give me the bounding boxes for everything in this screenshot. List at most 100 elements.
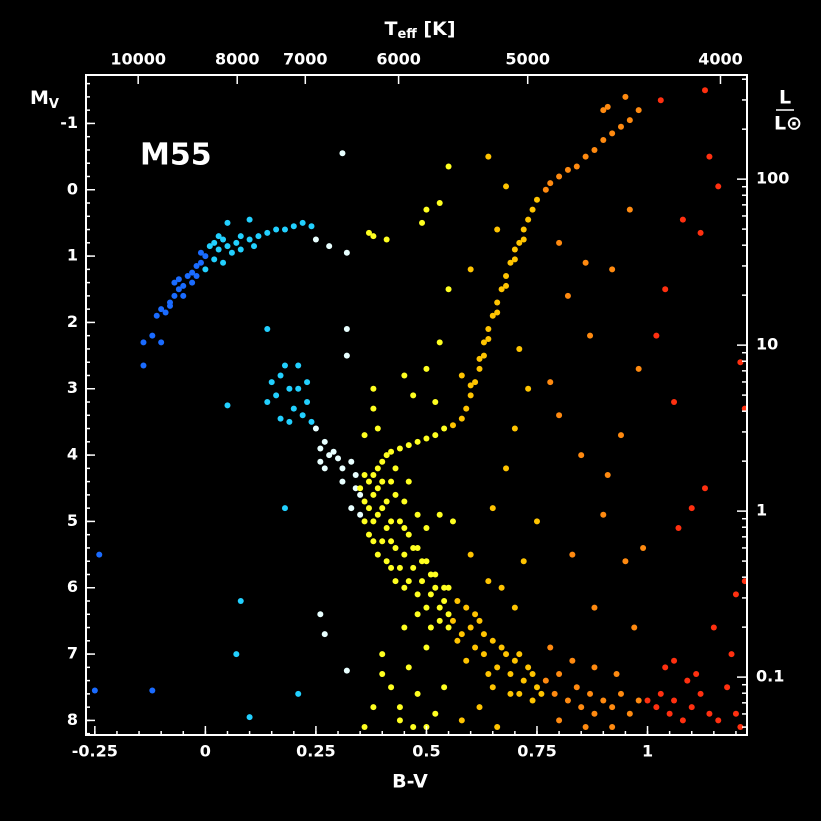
y-tick-label: 3 xyxy=(67,378,78,397)
star-point xyxy=(445,163,452,170)
star-point xyxy=(308,223,315,230)
star-point xyxy=(626,117,633,124)
y2-tick-label: 100 xyxy=(756,169,789,188)
star-point xyxy=(357,491,364,498)
star-point xyxy=(485,336,492,342)
star-point xyxy=(357,511,364,518)
star-point xyxy=(401,584,408,591)
star-point xyxy=(564,166,571,173)
star-point xyxy=(516,239,523,246)
star-point xyxy=(542,677,549,684)
star-point xyxy=(569,657,576,664)
star-point xyxy=(237,233,244,240)
star-point xyxy=(321,631,328,638)
star-point xyxy=(445,624,452,631)
y-tick-label: 8 xyxy=(67,710,78,729)
star-point xyxy=(436,200,443,207)
star-point xyxy=(732,591,739,598)
star-point xyxy=(277,415,284,422)
star-point xyxy=(538,690,545,697)
star-point xyxy=(613,670,620,677)
star-point xyxy=(472,379,479,386)
star-point xyxy=(158,306,165,313)
x2-label-main: T xyxy=(384,18,397,40)
star-point xyxy=(348,505,355,512)
star-point xyxy=(529,697,536,704)
y-tick-label: 6 xyxy=(67,577,78,596)
star-point xyxy=(423,558,430,565)
star-point xyxy=(396,717,403,724)
star-point xyxy=(339,150,346,157)
star-point xyxy=(494,299,501,306)
star-point xyxy=(423,206,430,213)
star-point xyxy=(547,644,554,651)
star-point xyxy=(281,362,288,369)
star-point xyxy=(290,405,297,412)
star-point xyxy=(206,243,213,250)
star-point xyxy=(246,216,253,223)
star-point xyxy=(405,531,412,538)
star-point xyxy=(379,458,386,465)
star-point xyxy=(405,442,412,449)
star-point xyxy=(710,624,717,631)
star-point xyxy=(472,644,479,651)
star-point xyxy=(556,239,563,246)
star-point xyxy=(706,153,713,160)
star-point xyxy=(365,229,372,236)
star-point xyxy=(189,269,196,276)
star-point xyxy=(237,598,244,605)
star-point xyxy=(520,226,527,233)
star-point xyxy=(480,631,487,638)
x2-label-sub: eff xyxy=(397,27,417,42)
star-point xyxy=(617,690,624,697)
star-point xyxy=(370,518,377,525)
star-point xyxy=(237,246,244,253)
star-point xyxy=(361,471,368,478)
star-point xyxy=(485,670,492,677)
star-point xyxy=(423,644,430,651)
star-point xyxy=(463,405,470,412)
star-point xyxy=(295,362,302,369)
x2-tick-label: 10000 xyxy=(110,50,166,69)
star-point xyxy=(410,724,417,731)
star-point xyxy=(370,405,377,412)
star-point xyxy=(396,704,403,711)
x-tick-label: -0.25 xyxy=(72,742,118,761)
star-point xyxy=(653,704,660,711)
star-point xyxy=(511,256,518,263)
star-point xyxy=(352,471,359,478)
star-point xyxy=(326,452,333,459)
star-point xyxy=(489,637,496,644)
star-point xyxy=(295,385,302,392)
star-point xyxy=(480,339,487,346)
star-point xyxy=(401,551,408,558)
star-point xyxy=(383,236,390,243)
x2-tick-label: 4000 xyxy=(698,50,743,69)
star-point xyxy=(591,146,598,153)
star-point xyxy=(379,538,386,545)
star-point xyxy=(494,724,501,731)
star-point xyxy=(149,332,156,339)
star-point xyxy=(215,233,222,240)
star-point xyxy=(582,724,589,731)
star-point xyxy=(396,518,403,525)
x-tick-label: 0 xyxy=(200,742,211,761)
y2-tick-label: 1 xyxy=(756,501,767,520)
star-point xyxy=(410,564,417,571)
star-point xyxy=(511,657,518,664)
star-point xyxy=(379,478,386,485)
star-point xyxy=(587,332,594,339)
star-point xyxy=(374,485,381,492)
star-point xyxy=(547,379,554,386)
star-point xyxy=(609,266,616,273)
star-point xyxy=(467,382,474,389)
star-point xyxy=(697,229,704,236)
y-label-main: M xyxy=(30,87,49,109)
star-point xyxy=(640,544,647,551)
star-point xyxy=(635,107,642,114)
star-point xyxy=(445,611,452,618)
star-point xyxy=(374,511,381,518)
star-point xyxy=(679,717,686,724)
star-point xyxy=(604,471,611,478)
